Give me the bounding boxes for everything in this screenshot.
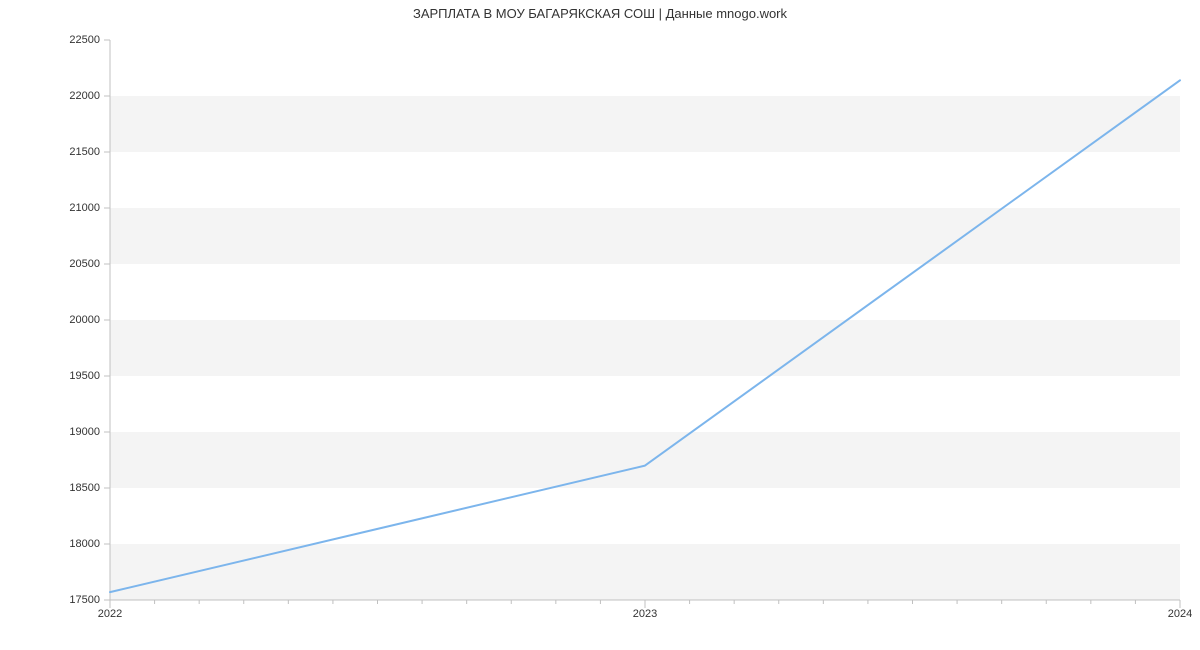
y-tick-label: 20000	[69, 314, 100, 326]
x-tick-label: 2024	[1168, 608, 1192, 620]
y-tick-label: 19000	[69, 426, 100, 438]
x-tick-label: 2023	[633, 608, 657, 620]
y-tick-label: 21000	[69, 202, 100, 214]
y-tick-label: 20500	[69, 258, 100, 270]
y-tick-label: 17500	[69, 594, 100, 606]
chart-svg: 17500 18000 18500 19000 19500 20000 20500 21000…	[0, 0, 1200, 650]
y-tick-label: 21500	[69, 146, 100, 158]
x-tick-label: 2022	[98, 608, 122, 620]
y-tick-label: 22500	[69, 34, 100, 46]
y-tick-label: 18000	[69, 538, 100, 550]
y-tick-label: 19500	[69, 370, 100, 382]
chart-container: ЗАРПЛАТА В МОУ БАГАРЯКСКАЯ СОШ | Данные …	[0, 0, 1200, 650]
y-tick-label: 18500	[69, 482, 100, 494]
y-tick-label: 22000	[69, 90, 100, 102]
